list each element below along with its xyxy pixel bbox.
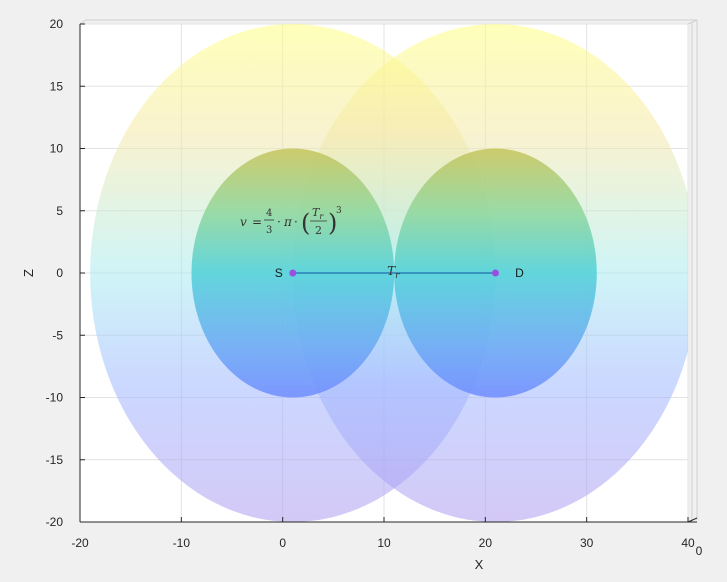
point-d	[491, 269, 499, 277]
z-tick-label: -10	[46, 391, 64, 405]
box-top-edge	[79, 19, 87, 25]
z-tick-label: -15	[46, 453, 64, 467]
point-label-d: D	[515, 266, 524, 280]
x-axis-label: X	[475, 557, 484, 572]
x-tick-label: 10	[377, 536, 391, 550]
formula-paren-open: (	[301, 209, 310, 237]
z-tick-label: 20	[50, 17, 64, 31]
formula-pi: π	[283, 215, 293, 229]
z-tick-label: 5	[56, 204, 63, 218]
formula-frac-num: 4	[266, 208, 272, 219]
volume-formula: v = 4 3 · π · ( Tr 2 ) 3	[240, 206, 342, 237]
z-tick-label: 15	[50, 79, 64, 93]
formula-lhs: v	[240, 215, 247, 229]
segment-label: Tr	[387, 264, 400, 281]
x-tick-label: 30	[580, 536, 594, 550]
formula-inner-num: Tr	[312, 206, 324, 221]
z-axis-label: Z	[21, 269, 36, 277]
formula-dot-2: ·	[294, 215, 298, 229]
point-label-s: S	[275, 266, 283, 280]
depth-axis-tick-label: 0	[696, 544, 703, 558]
x-tick-label: 20	[479, 536, 493, 550]
z-tick-label: -20	[46, 515, 64, 529]
formula-frac-den: 3	[266, 225, 272, 236]
axis-ticks: -20 -10 0 10 20 30 40 -20 -15 -10 -5 0 5 10 15 20	[46, 17, 695, 550]
formula-inner-den: 2	[315, 224, 322, 237]
x-tick-label: -20	[71, 536, 89, 550]
formula-eq: =	[252, 215, 262, 229]
formula-power: 3	[336, 206, 342, 216]
x-tick-label: -10	[173, 536, 191, 550]
z-tick-label: -5	[52, 328, 63, 342]
formula-dot-1: ·	[277, 215, 281, 229]
z-tick-label: 0	[56, 266, 63, 280]
formula-paren-close: )	[328, 209, 337, 237]
x-tick-label: 0	[279, 536, 286, 550]
axes-3d-box	[79, 19, 698, 522]
x-tick-label: 40	[681, 536, 695, 550]
point-s	[289, 269, 297, 277]
depth-axis-line	[687, 517, 698, 523]
z-tick-label: 10	[50, 142, 64, 156]
